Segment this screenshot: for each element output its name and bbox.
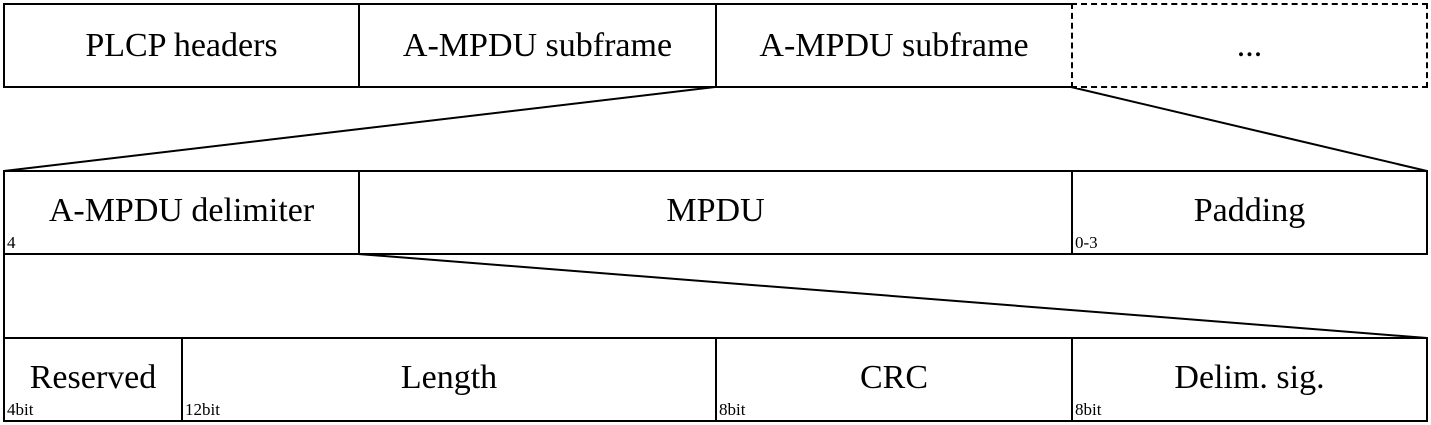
padding-size: 0-3 xyxy=(1075,233,1098,252)
reserved-field-label: Reserved xyxy=(29,359,157,396)
length-field-label: Length xyxy=(400,359,498,396)
ampdu-subframe-box-2: A-MPDU subframe xyxy=(715,3,1073,88)
ampdu-delimiter-label: A-MPDU delimiter xyxy=(48,192,315,229)
ampdu-subframe-label-1: A-MPDU subframe xyxy=(402,27,673,64)
crc-field-size: 8bit xyxy=(719,400,746,419)
delimiter-signature-field-box: Delim. sig. 8bit xyxy=(1071,337,1428,422)
ampdu-subframe-label-2: A-MPDU subframe xyxy=(759,27,1029,64)
mpdu-label: MPDU xyxy=(666,192,765,229)
more-subframes-box: ... xyxy=(1071,3,1428,88)
plcp-headers-label: PLCP headers xyxy=(85,27,278,64)
delimiter-signature-field-label: Delim. sig. xyxy=(1174,359,1325,396)
plcp-headers-box: PLCP headers xyxy=(3,3,360,88)
more-subframes-ellipsis: ... xyxy=(1236,27,1263,64)
delimiter-signature-field-size: 8bit xyxy=(1075,400,1102,419)
crc-field-box: CRC 8bit xyxy=(715,337,1073,422)
mpdu-box: MPDU xyxy=(358,170,1073,255)
crc-field-label: CRC xyxy=(859,359,929,396)
length-field-size: 12bit xyxy=(185,400,220,419)
connector-line-top-right xyxy=(1070,86,1428,172)
ampdu-subframe-box-1: A-MPDU subframe xyxy=(358,3,717,88)
length-field-box: Length 12bit xyxy=(181,337,717,422)
reserved-field-size: 4bit xyxy=(7,400,34,419)
connector-line-bottom-right xyxy=(357,253,1428,339)
connector-line-top-left xyxy=(3,86,716,172)
padding-box: Padding 0-3 xyxy=(1071,170,1428,255)
padding-label: Padding xyxy=(1193,192,1306,229)
reserved-field-box: Reserved 4bit xyxy=(3,337,183,422)
ampdu-delimiter-size: 4 xyxy=(7,233,16,252)
ampdu-delimiter-box: A-MPDU delimiter 4 xyxy=(3,170,360,255)
